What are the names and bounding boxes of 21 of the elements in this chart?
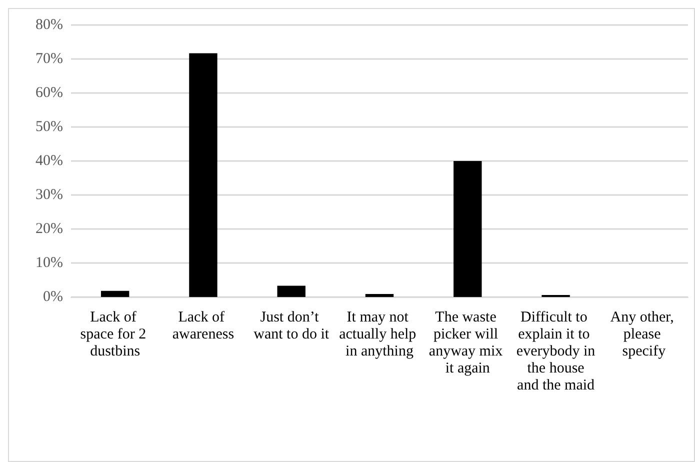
y-tick-label: 80%: [36, 17, 63, 33]
x-tick-label: Just don’t want to do it: [254, 310, 330, 342]
y-tick-label: 40%: [36, 153, 63, 169]
x-tick-label: The waste picker will anyway mix it again: [428, 310, 506, 376]
y-tick-label: 50%: [36, 119, 63, 135]
x-tick-label: Difficult to explain it to everybody in the house and the maid: [516, 310, 596, 394]
x-tick-label: Lack of space for 2 dustbins: [80, 310, 150, 360]
bar: [454, 161, 482, 297]
bar: [277, 286, 306, 297]
bar: [100, 290, 130, 297]
y-tick-label: 0%: [43, 289, 63, 305]
x-tick-label: Any other, please specify: [610, 310, 678, 360]
y-tick-label: 20%: [36, 221, 63, 237]
y-tick-label: 10%: [36, 255, 63, 271]
x-tick-label: It may not actually help in anything: [339, 310, 420, 360]
bar: [365, 294, 394, 297]
x-tick-label: Lack of awareness: [172, 310, 234, 342]
bar: [189, 53, 218, 297]
y-tick-label: 30%: [36, 187, 63, 203]
y-tick-label: 70%: [36, 51, 63, 67]
y-tick-label: 60%: [36, 85, 63, 101]
